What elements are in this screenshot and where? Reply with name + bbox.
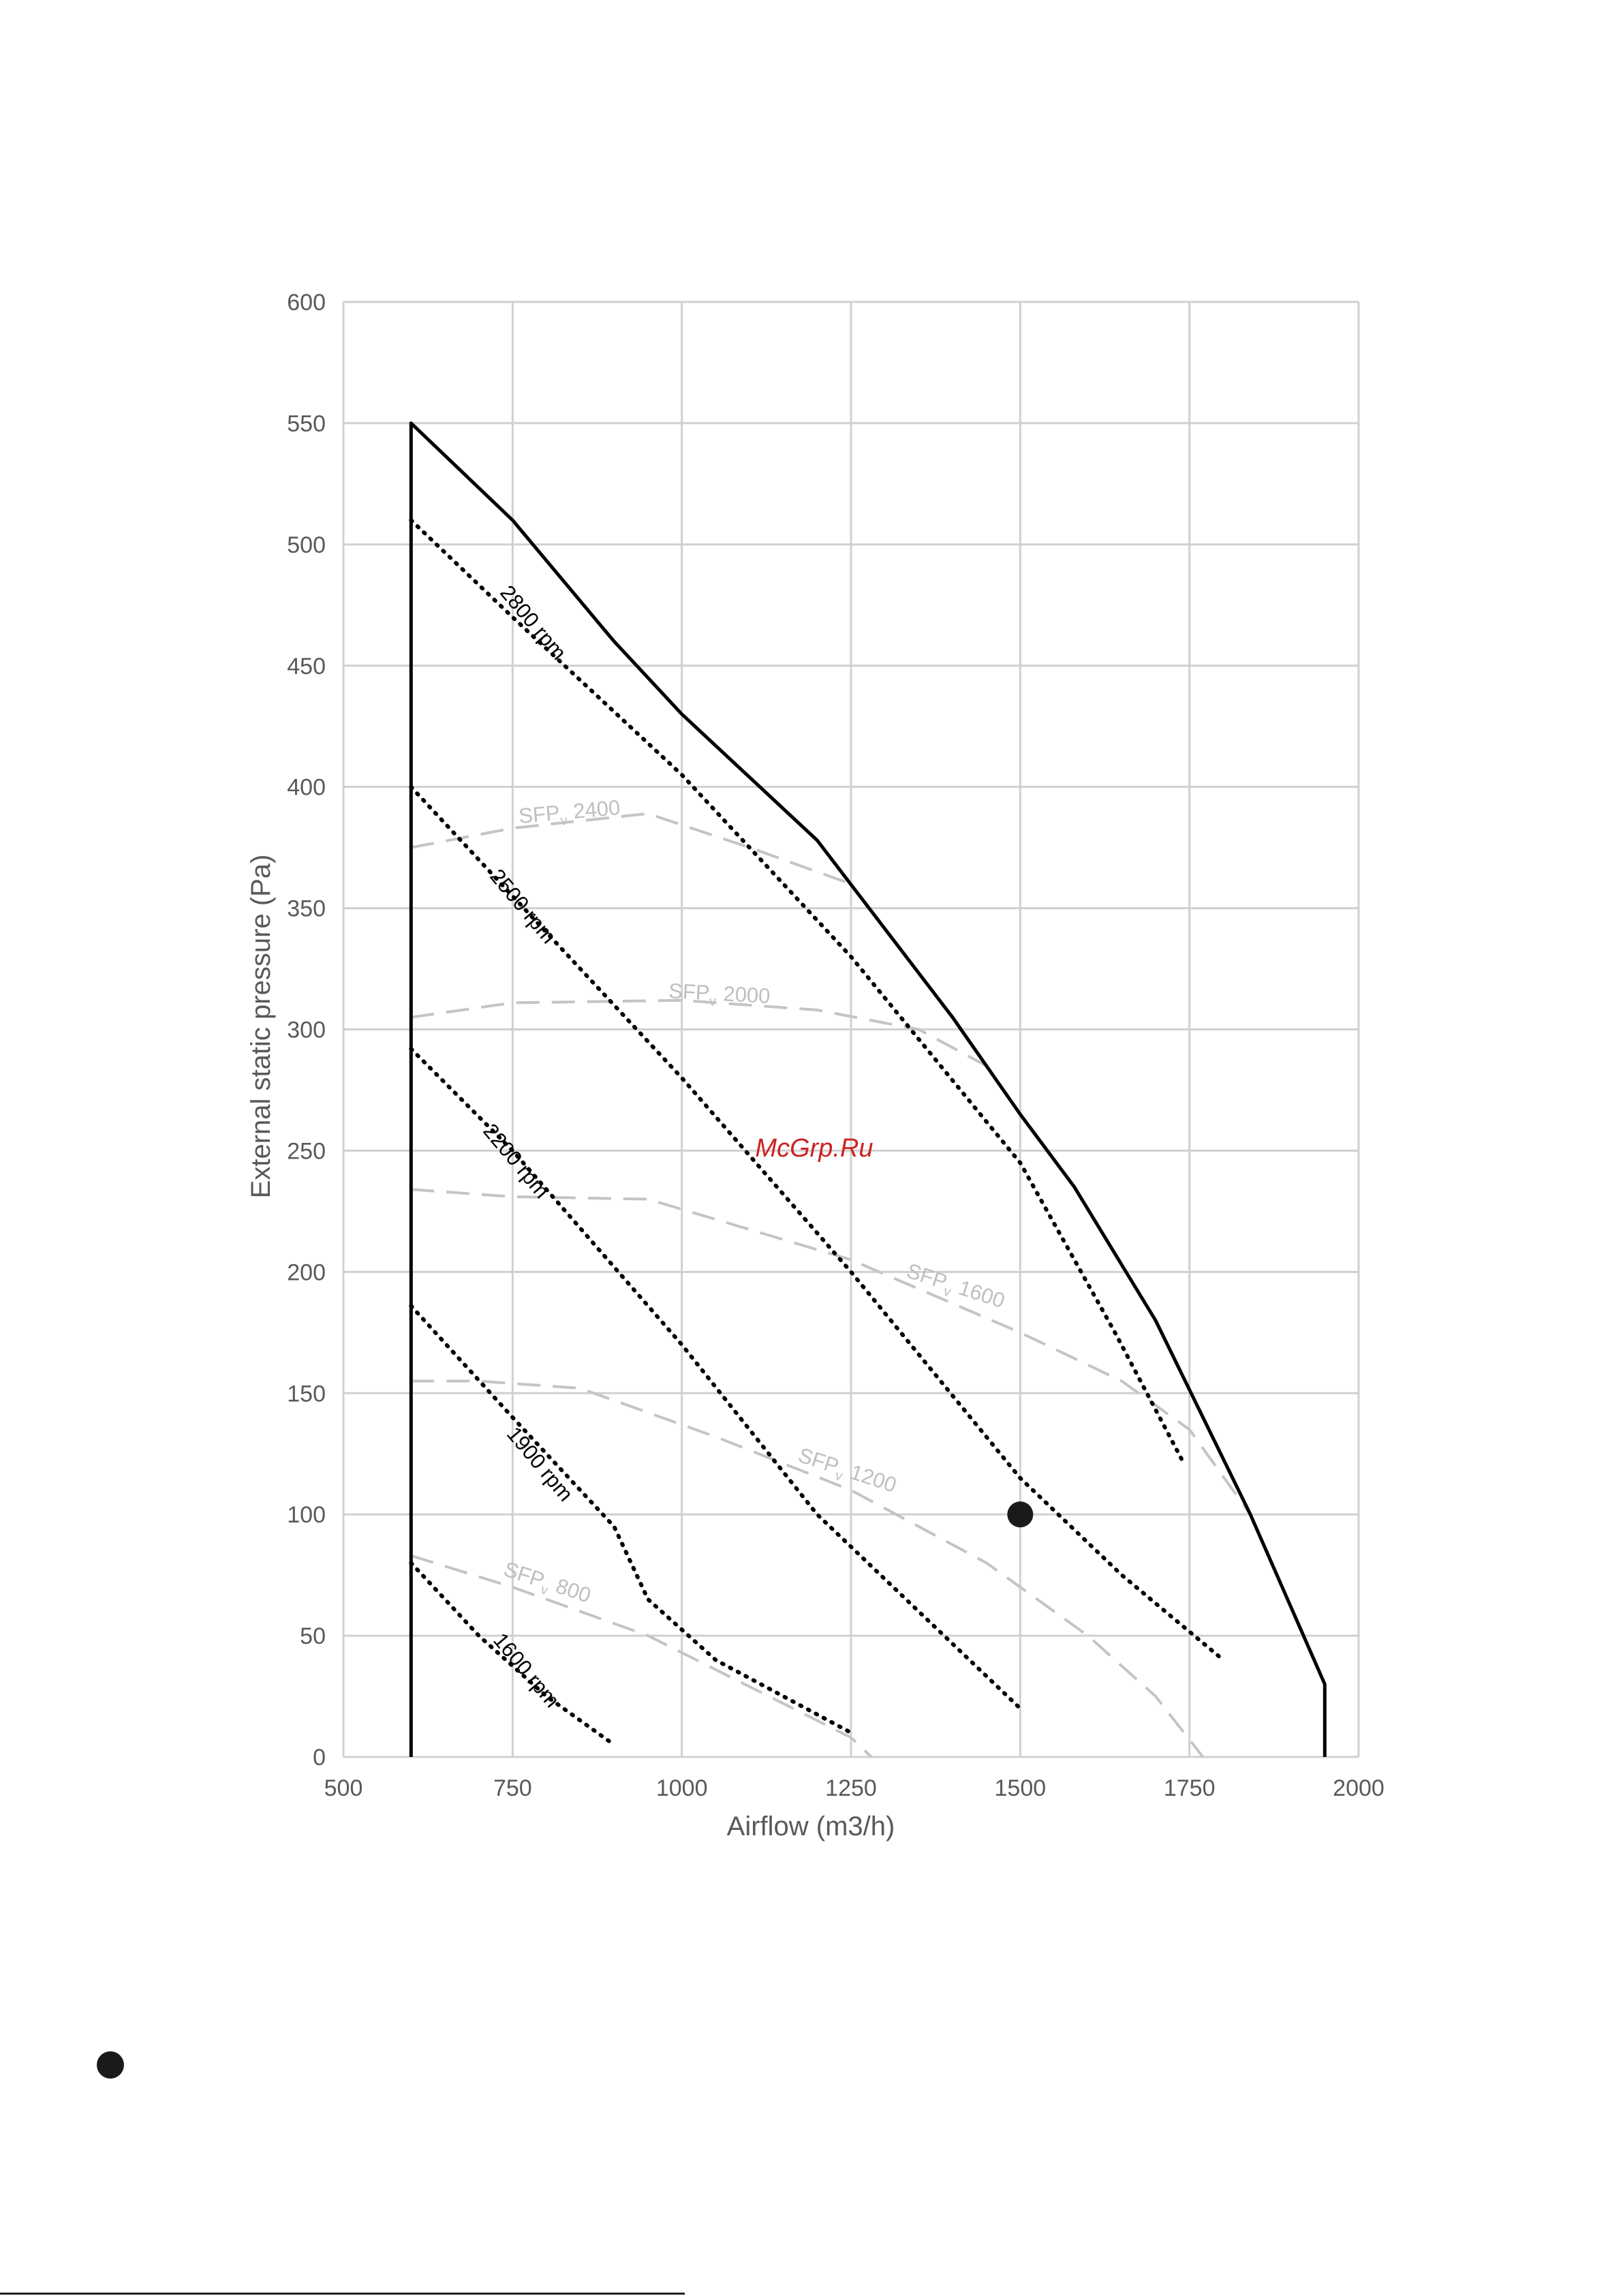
sfp-curve-800	[410, 1554, 873, 1758]
rpm-label: 2200 rpm	[478, 1119, 554, 1203]
rpm-curve-1900-rpm	[409, 1304, 853, 1735]
y-tick-label: 150	[287, 1381, 326, 1407]
sfp-curve-1200	[411, 1379, 1205, 1758]
rpm-curves	[409, 518, 1226, 1747]
y-tick-label: 50	[300, 1623, 326, 1649]
x-tick-label: 1000	[656, 1775, 708, 1801]
operating-envelope	[409, 421, 1327, 1757]
y-tick-label: 100	[287, 1502, 326, 1528]
sfp-curve-2400	[410, 812, 852, 885]
rpm-curve-2500-rpm	[409, 784, 1226, 1662]
footer-rule	[0, 2293, 685, 2295]
y-tick-label: 500	[287, 532, 326, 558]
rpm-label: 1600 rpm	[489, 1628, 564, 1712]
rpm-label: 2500 rpm	[485, 864, 561, 948]
y-axis-title: External static pressure (Pa)	[246, 855, 276, 1199]
y-tick-label: 300	[287, 1017, 326, 1043]
y-tick-label: 0	[313, 1745, 326, 1771]
rpm-curve-1600-rpm	[409, 1561, 617, 1747]
sfp-curves	[410, 812, 1252, 1758]
envelope	[409, 421, 1327, 1757]
legend-operating-point-marker	[97, 2051, 124, 2079]
rpm-curve-2800-rpm	[409, 518, 1185, 1463]
operating-points	[1007, 1501, 1034, 1528]
sfp-label: SFPv 2400	[518, 795, 621, 832]
y-tick-label: 250	[287, 1138, 326, 1164]
sfp-curve-1600	[411, 1188, 1252, 1516]
sfp-label: SFPv 1200	[794, 1443, 899, 1501]
rpm-label: 2800 rpm	[495, 581, 571, 664]
x-tick-label: 1500	[995, 1775, 1047, 1801]
sfp-label: SFPv 2000	[668, 979, 771, 1012]
tick-labels: 500 750 1000 1250 1500 1750 2000 0 50 100 150 200 25…	[287, 290, 1385, 1801]
watermark: McGrp.Ru	[755, 1134, 873, 1163]
x-tick-label: 500	[324, 1775, 363, 1801]
x-tick-label: 1250	[825, 1775, 877, 1801]
y-tick-label: 550	[287, 411, 326, 437]
y-tick-label: 350	[287, 896, 326, 922]
sfp-curve-2000	[411, 998, 987, 1067]
grid-lines	[342, 301, 1360, 1758]
y-tick-label: 450	[287, 654, 326, 679]
y-tick-label: 400	[287, 775, 326, 801]
sfp-label: SFPv 1600	[902, 1259, 1008, 1317]
x-tick-label: 1750	[1164, 1775, 1216, 1801]
x-tick-label: 2000	[1333, 1775, 1385, 1801]
rpm-curve-2200-rpm	[409, 1047, 1023, 1711]
operating-point	[1007, 1501, 1034, 1528]
y-tick-label: 600	[287, 290, 326, 316]
x-tick-label: 750	[493, 1775, 532, 1801]
sfp-label: SFPv 800	[499, 1557, 593, 1611]
x-axis-title: Airflow (m3/h)	[727, 1811, 895, 1841]
y-tick-label: 200	[287, 1259, 326, 1285]
